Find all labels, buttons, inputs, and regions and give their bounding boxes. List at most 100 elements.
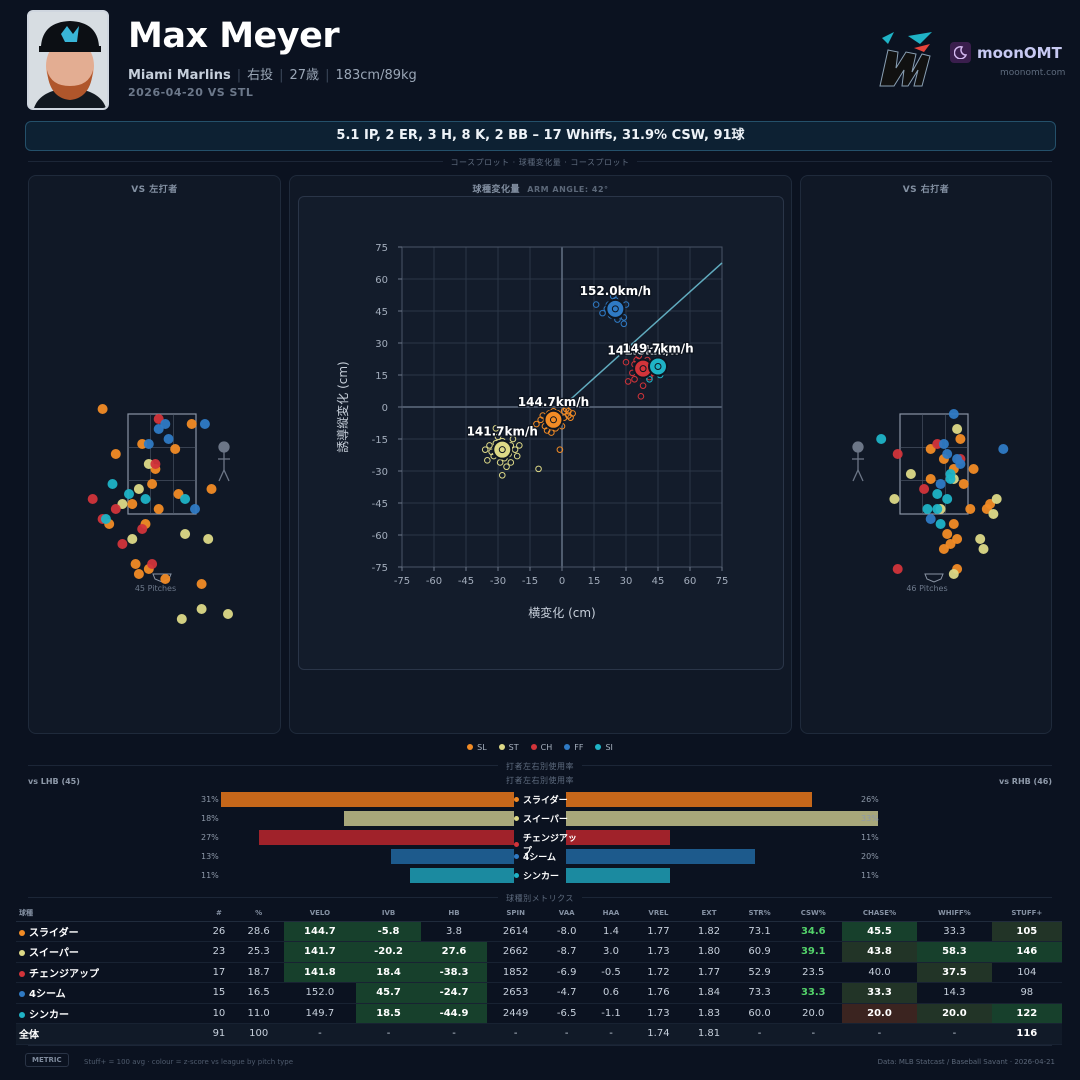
usage-pct-rhb: 11% xyxy=(861,871,879,880)
x-tick-label: 60 xyxy=(684,576,697,587)
metrics-cell: - xyxy=(917,1023,992,1045)
batter-leg xyxy=(218,469,225,482)
metrics-header-cell: VREL xyxy=(633,905,684,922)
avg-marker-core xyxy=(639,365,647,373)
section-top-label: コースプロット · 球種変化量 · コースプロット xyxy=(442,158,638,167)
pitch-point-ch xyxy=(637,393,645,400)
usage-pitch-label: スイーパー xyxy=(523,815,568,825)
x-tick-label: -75 xyxy=(394,576,410,587)
metrics-cell: 16.5 xyxy=(233,982,284,1004)
metrics-header-cell: VELO xyxy=(283,905,356,922)
metrics-cell: 18.4 xyxy=(355,962,422,983)
marlins-logo-icon xyxy=(874,30,936,90)
x-tick-label: 75 xyxy=(716,576,729,587)
usage-pct-lhb: 13% xyxy=(201,852,219,861)
pitch-point-ch xyxy=(624,378,632,385)
strike-zone xyxy=(127,413,197,515)
metrics-cell: 1.83 xyxy=(683,1003,735,1024)
y-tick-label: 60 xyxy=(375,275,388,286)
zone-pitch-ff xyxy=(199,419,210,429)
pitch-dot xyxy=(514,797,519,802)
x-tick-label: -15 xyxy=(522,576,538,587)
zone-pitch-sl xyxy=(958,479,969,489)
y-tick-label: 15 xyxy=(375,371,388,382)
panel-title-lhb: VS 左打者 xyxy=(131,185,178,195)
metrics-header-cell: WHIFF% xyxy=(917,905,992,922)
avg-marker-core xyxy=(611,305,619,313)
batter-head xyxy=(852,441,864,453)
metrics-cell: 1.77 xyxy=(633,921,684,942)
zone-pitch-si xyxy=(935,519,946,529)
metrics-cell: 73.3 xyxy=(734,982,785,1004)
metrics-cell: - xyxy=(784,1023,842,1045)
metrics-cell: 45.7 xyxy=(355,982,422,1004)
divider xyxy=(28,1045,1052,1046)
zone-pitch-ch xyxy=(110,504,121,514)
metrics-cell: - xyxy=(421,1023,487,1045)
avg-marker-core xyxy=(498,446,506,454)
brand-name: moonOMT xyxy=(977,43,1062,62)
usage-pct-lhb: 18% xyxy=(201,814,219,823)
zone-pitch-ch xyxy=(892,449,903,459)
pitch-name-cell: 4シーム xyxy=(16,982,205,1004)
y-axis-label: 誘導縦変化 (cm) xyxy=(335,361,350,452)
zone-pitch-si xyxy=(124,489,134,499)
pitch-point-sl xyxy=(560,407,568,415)
legend-dot xyxy=(467,744,474,750)
metrics-cell: 2653 xyxy=(486,982,545,1004)
zone-pitch-sl xyxy=(206,484,217,494)
y-tick-label: 45 xyxy=(375,307,388,318)
home-plate xyxy=(924,573,944,583)
legend-label: FF xyxy=(574,743,584,752)
metrics-cell: - xyxy=(355,1023,422,1045)
zone-pitch-ch xyxy=(147,559,158,569)
pitch-point-sl xyxy=(556,446,564,453)
avg-marker-si xyxy=(648,356,668,377)
metrics-cell: 26 xyxy=(204,921,234,942)
pitch-name: 4シーム xyxy=(29,989,66,1001)
usage-pitch-label: スライダー xyxy=(523,796,568,806)
usage-pct-rhb: 26% xyxy=(861,795,879,804)
metrics-cell: 28.6 xyxy=(233,921,284,942)
pitch-point-ff xyxy=(620,320,628,328)
arm-angle-label: ARM ANGLE: 42° xyxy=(527,185,609,194)
panel-title-rhb: VS 右打者 xyxy=(902,185,950,195)
pitch-legend: SL ST CH FF SI xyxy=(0,743,1080,752)
legend-item-ff: FF xyxy=(564,743,583,752)
avg-marker-core xyxy=(654,362,662,370)
metric-badge: METRIC xyxy=(25,1053,69,1067)
pitch-point-ff xyxy=(599,309,606,317)
zone-pitch-ch xyxy=(919,484,930,494)
arm-angle-line xyxy=(561,262,723,408)
x-tick-label: -30 xyxy=(490,576,506,587)
metrics-cell: 116 xyxy=(991,1023,1062,1045)
pitch-point-si xyxy=(646,375,653,383)
metrics-cell: -20.2 xyxy=(355,941,422,963)
metrics-cell: 149.7 xyxy=(283,1003,356,1024)
zone-pitch-sl xyxy=(938,544,949,554)
legend-label: ST xyxy=(508,743,519,752)
pitch-point-st xyxy=(498,471,506,479)
metrics-cell: -0.5 xyxy=(588,962,634,983)
zone-pitch-st xyxy=(952,424,963,434)
usage-title: 打者左右別使用率 xyxy=(506,776,574,785)
zone-pitch-ch xyxy=(150,459,161,469)
pitch-dot xyxy=(19,991,25,998)
metrics-cell: 1.72 xyxy=(633,962,684,983)
metrics-cell: 122 xyxy=(991,1003,1062,1024)
pitch-point-st xyxy=(494,433,502,441)
zone-pitch-st xyxy=(127,534,138,544)
zone-pitch-si xyxy=(932,504,943,514)
metrics-cell: 23 xyxy=(204,941,234,963)
metrics-cell: 146 xyxy=(991,941,1062,963)
usage-bar-rhb xyxy=(566,811,879,826)
pitch-point-ch xyxy=(622,358,630,366)
moon-icon xyxy=(950,42,971,63)
velo-label-sl: 144.7km/h xyxy=(518,395,589,409)
pitch-name-cell: 全体 xyxy=(16,1023,205,1045)
metrics-cell: 27.6 xyxy=(421,941,487,963)
avg-marker-ff xyxy=(605,298,626,319)
batter-leg xyxy=(852,469,859,482)
usage-bar-lhb xyxy=(220,792,514,807)
metrics-cell: 2449 xyxy=(486,1003,545,1024)
